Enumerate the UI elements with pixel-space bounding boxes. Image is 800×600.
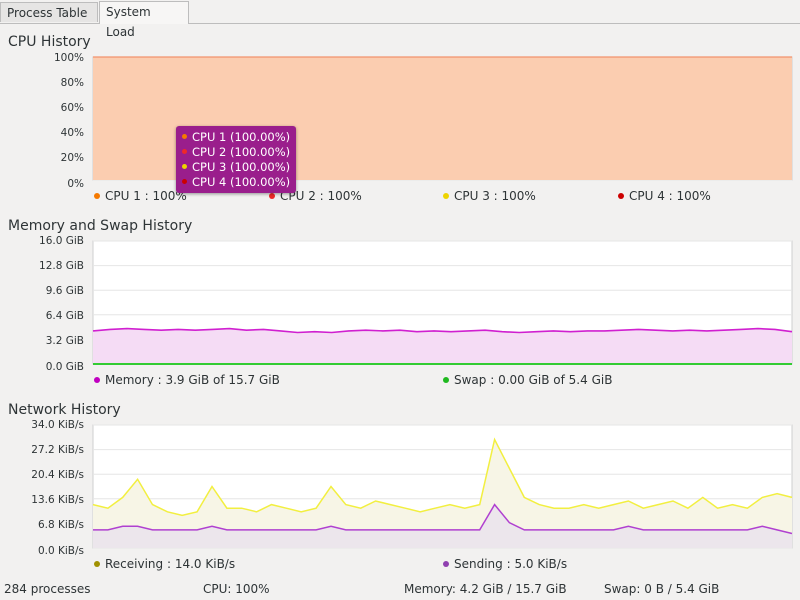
cpu-y-tick: 100% [53,52,84,64]
swap-legend: Swap : 0.00 GiB of 5.4 GiB [443,373,612,387]
tab-system-load[interactable]: System Load [99,1,189,39]
tooltip-row-cpu4: CPU 4 (100.00%) [182,175,290,189]
sending-color-dot [443,560,449,567]
swap-legend-label: Swap : 0.00 GiB of 5.4 GiB [454,373,613,387]
status-memory: Memory: 4.2 GiB / 15.7 GiB [404,582,567,596]
sending-legend: Sending : 5.0 KiB/s [443,557,567,571]
sending-series-line [93,503,793,535]
tooltip-label-cpu4: CPU 4 (100.00%) [192,175,291,189]
memory-y-tick: 9.6 GiB [45,285,84,297]
cpu4-legend: CPU 4 : 100% [618,189,711,203]
tooltip-row-cpu3: CPU 3 (100.00%) [182,160,290,174]
cpu-y-tick: 40% [60,127,84,139]
network-y-tick: 0.0 KiB/s [37,545,84,557]
sending-legend-label: Sending : 5.0 KiB/s [454,557,568,571]
cpu3-legend-label: CPU 3 : 100% [454,189,536,203]
tooltip-row-cpu1: CPU 1 (100.00%) [182,130,290,144]
cpu-y-tick: 80% [60,77,84,89]
network-y-tick: 20.4 KiB/s [31,469,84,481]
cpu3-legend: CPU 3 : 100% [443,189,536,203]
network-y-tick: 27.2 KiB/s [31,444,84,456]
memory-history-graph[interactable] [0,236,800,370]
cpu-y-tick: 20% [60,152,84,164]
memory-y-tick: 3.2 GiB [45,335,84,347]
cpu2-color-dot [269,192,275,199]
tooltip-label-cpu2: CPU 2 (100.00%) [192,145,291,159]
cpu-history-title: CPU History [8,34,91,50]
tooltip-row-cpu2: CPU 2 (100.00%) [182,145,290,159]
status-processes: 284 processes [4,582,91,596]
memory-y-tick: 12.8 GiB [39,260,84,272]
receiving-series-area [93,439,792,548]
sending-series-area [93,504,792,548]
receiving-color-dot [94,560,100,567]
cpu1-legend: CPU 1 : 100% [94,189,187,203]
tooltip-dot-cpu2 [182,149,187,154]
network-history-title: Network History [8,402,121,418]
memory-y-tick: 6.4 GiB [45,310,84,322]
cpu3-color-dot [443,192,449,199]
memory-series-area [93,328,792,364]
cpu1-color-dot [94,192,100,199]
status-cpu: CPU: 100% [203,582,270,596]
cpu-y-tick: 60% [60,102,84,114]
cpu-history-graph[interactable] [0,52,800,186]
tooltip-dot-cpu3 [182,164,187,169]
memory-series-line [92,327,793,334]
tooltip-label-cpu3: CPU 3 (100.00%) [192,160,291,174]
network-y-tick: 6.8 KiB/s [37,519,84,531]
network-history-graph[interactable] [0,420,800,554]
receiving-legend: Receiving : 14.0 KiB/s [94,557,235,571]
network-y-tick: 34.0 KiB/s [31,419,84,431]
receiving-series-line [92,437,793,517]
cpu-y-tick: 0% [67,178,84,190]
cpu1-legend-label: CPU 1 : 100% [105,189,187,203]
cpu4-legend-label: CPU 4 : 100% [629,189,711,203]
cpu2-legend: CPU 2 : 100% [269,189,362,203]
cpu4-color-dot [618,192,624,199]
receiving-legend-label: Receiving : 14.0 KiB/s [105,557,236,571]
memory-y-tick: 0.0 GiB [45,361,84,373]
memory-history-title: Memory and Swap History [8,218,193,234]
memory-color-dot [94,376,100,383]
memory-legend-label: Memory : 3.9 GiB of 15.7 GiB [105,373,280,387]
tab-divider [0,23,800,24]
memory-legend: Memory : 3.9 GiB of 15.7 GiB [94,373,280,387]
network-y-tick: 13.6 KiB/s [31,494,84,506]
cpu-tooltip: CPU 1 (100.00%) CPU 2 (100.00%) CPU 3 (1… [176,126,296,193]
swap-color-dot [443,376,449,383]
status-swap: Swap: 0 B / 5.4 GiB [604,582,720,596]
tooltip-label-cpu1: CPU 1 (100.00%) [192,130,291,144]
tooltip-dot-cpu1 [182,134,187,139]
cpu2-legend-label: CPU 2 : 100% [280,189,362,203]
memory-y-tick: 16.0 GiB [39,235,84,247]
tooltip-dot-cpu4 [182,179,187,184]
tab-bar: Process Table System Load [0,0,800,39]
tab-process-table[interactable]: Process Table [0,2,98,22]
